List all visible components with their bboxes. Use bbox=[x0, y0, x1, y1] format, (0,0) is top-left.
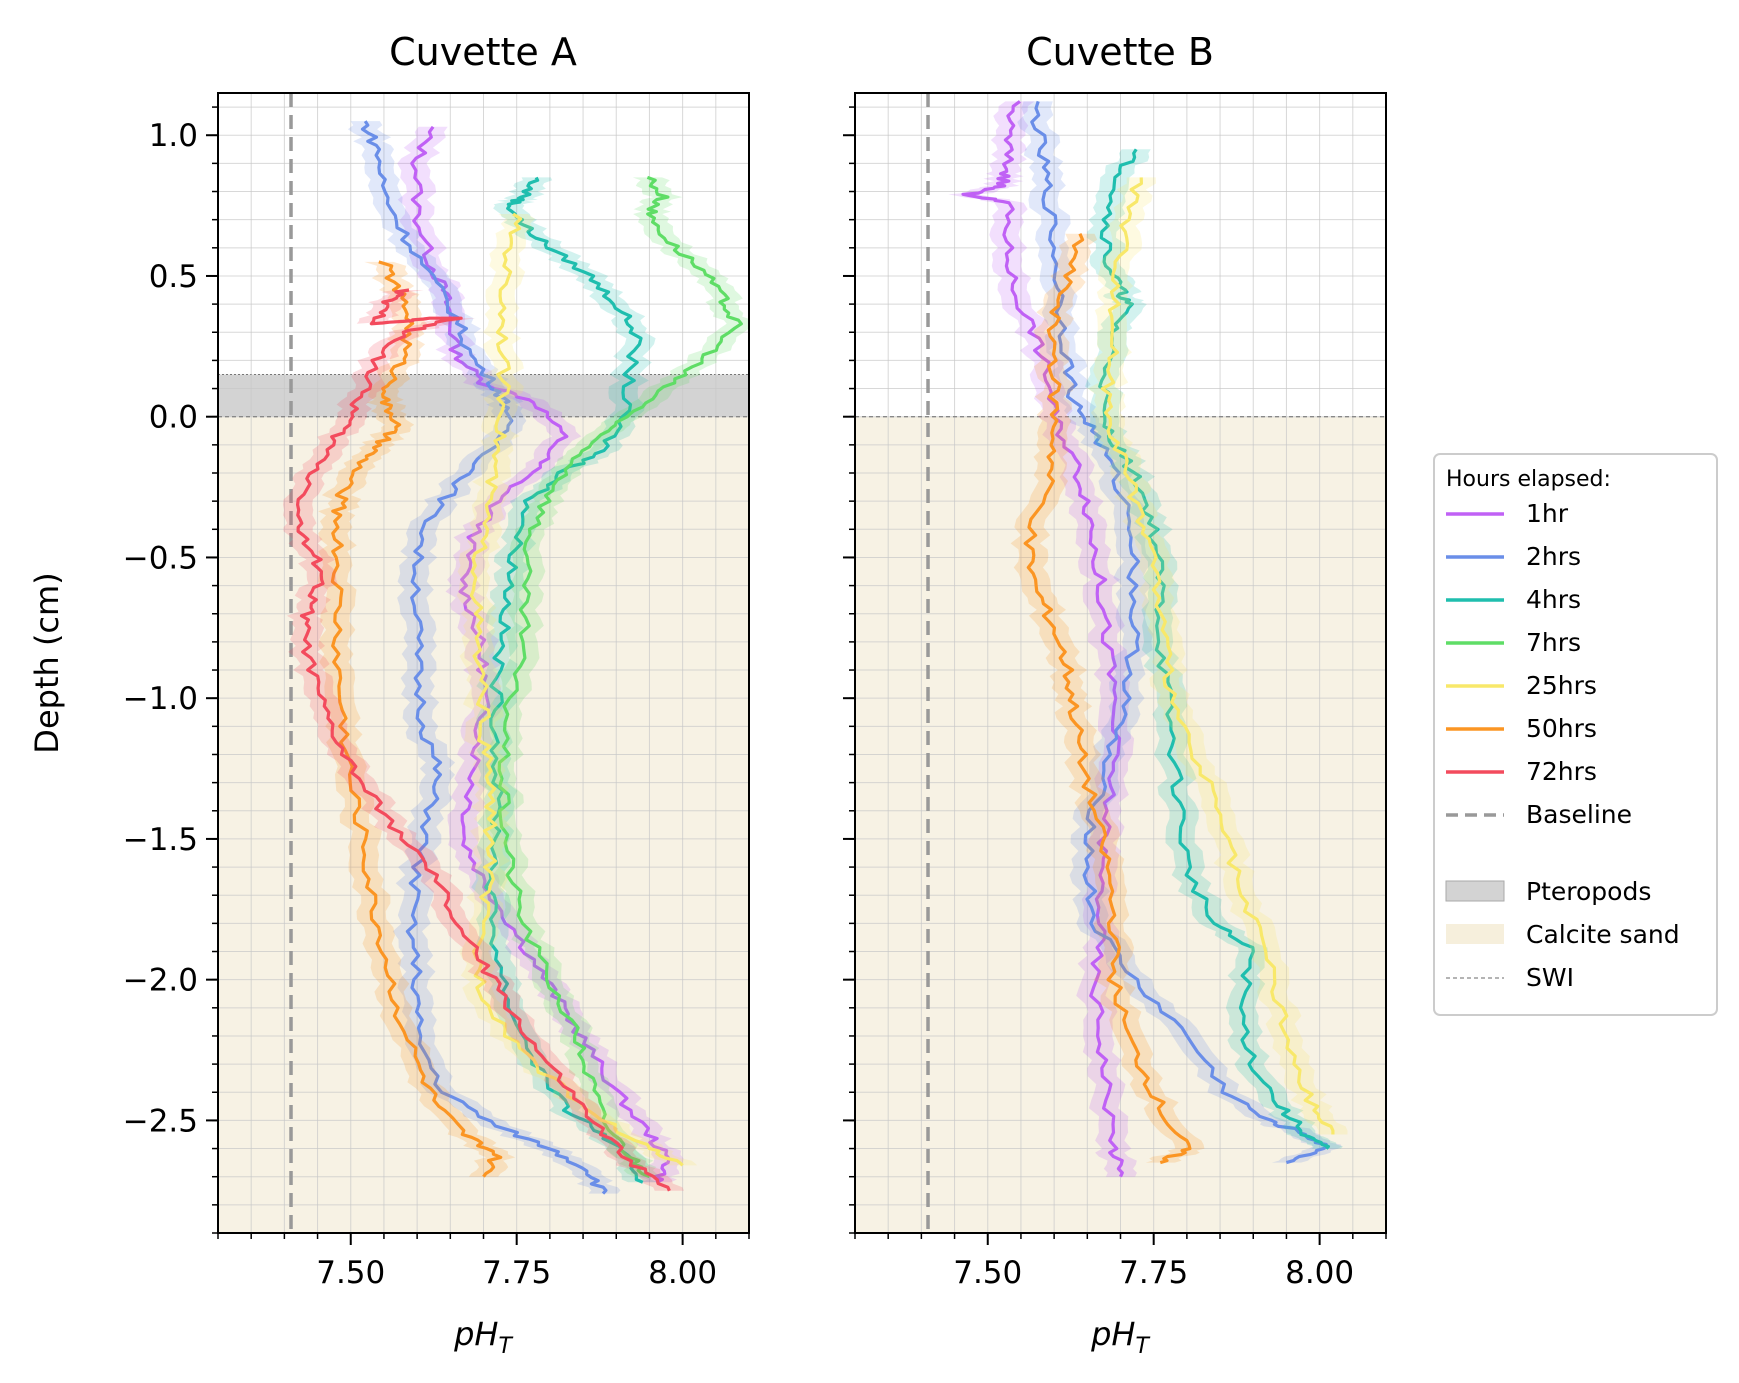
y-tick-label: 0.0 bbox=[149, 400, 198, 436]
legend-label-25hrs: 25hrs bbox=[1526, 671, 1597, 700]
panel-cuvette-b: 7.50 7.75 8.00 Cuvette B pHT bbox=[843, 30, 1387, 1359]
legend-handle-Calcite sand bbox=[1446, 924, 1504, 944]
series-line-7hrs bbox=[497, 175, 743, 1179]
legend-label-Calcite sand: Calcite sand bbox=[1526, 920, 1680, 949]
series-line-1hr bbox=[961, 100, 1124, 1178]
series-band-7hrs bbox=[484, 177, 749, 1177]
series-line-25hrs bbox=[1100, 177, 1335, 1135]
panel-b-series bbox=[855, 93, 1386, 1233]
legend-label-50hrs: 50hrs bbox=[1526, 714, 1597, 743]
y-tick-label: −1.5 bbox=[123, 822, 198, 858]
series-line-25hrs bbox=[469, 212, 684, 1167]
y-tick-label: −0.5 bbox=[123, 540, 198, 576]
series-line-2hrs bbox=[360, 120, 608, 1195]
series-line-72hrs bbox=[296, 288, 671, 1192]
series-band-50hrs bbox=[317, 261, 516, 1177]
legend-label-7hrs: 7hrs bbox=[1526, 628, 1581, 657]
x-tick-label: 7.75 bbox=[482, 1255, 551, 1291]
legend-label-72hrs: 72hrs bbox=[1526, 757, 1597, 786]
panel-a-xlabel-main: pH bbox=[453, 1315, 498, 1353]
legend-handle-Pteropods bbox=[1445, 880, 1505, 902]
legend-title: Hours elapsed: bbox=[1446, 467, 1611, 492]
x-tick-label: 7.50 bbox=[316, 1255, 385, 1291]
y-tick-label: 1.0 bbox=[149, 118, 198, 154]
panel-a-ylabel: Depth (cm) bbox=[28, 572, 66, 753]
series-line-50hrs bbox=[330, 260, 503, 1178]
legend-label-1hr: 1hr bbox=[1526, 499, 1569, 528]
x-tick-label: 7.50 bbox=[953, 1255, 1022, 1291]
legend-label-4hrs: 4hrs bbox=[1526, 585, 1581, 614]
panel-a-xlabel: pHT bbox=[453, 1315, 513, 1359]
panel-a-title: Cuvette A bbox=[389, 30, 577, 74]
y-tick-label: 0.5 bbox=[149, 259, 198, 295]
legend-items: 1hr 2hrs 4hrs 7hrs 25hrs 50hrs 72hrs Baseline Pt… bbox=[1445, 499, 1680, 992]
y-tick-label: −1.0 bbox=[123, 681, 198, 717]
panel-b-ticks: 7.50 7.75 8.00 bbox=[843, 106, 1387, 1291]
legend: Hours elapsed: 1hr 2hrs 4hrs 7hrs 25hrs 50hrs… bbox=[1433, 453, 1718, 1016]
series-line-50hrs bbox=[1023, 233, 1192, 1165]
panel-a-ticks: 7.50 7.75 8.00 1.0 0.5 0.0 −0.5 −1.0 −1.5 −2.0 −2.… bbox=[123, 106, 750, 1291]
panel-a-series bbox=[218, 93, 749, 1233]
series-line-2hrs bbox=[1030, 100, 1329, 1165]
panel-b-xlabel-main: pH bbox=[1090, 1315, 1135, 1353]
legend-label-Pteropods: Pteropods bbox=[1526, 877, 1651, 906]
panel-a-xlabel-sub: T bbox=[498, 1334, 513, 1359]
series-line-4hrs bbox=[1098, 148, 1330, 1150]
x-tick-label: 8.00 bbox=[648, 1255, 717, 1291]
panel-b-xlabel-sub: T bbox=[1135, 1334, 1150, 1359]
legend-label-2hrs: 2hrs bbox=[1526, 542, 1581, 571]
y-tick-label: −2.5 bbox=[123, 1103, 198, 1139]
legend-box bbox=[1433, 453, 1718, 1016]
legend-label-SWI: SWI bbox=[1526, 963, 1574, 992]
x-tick-label: 8.00 bbox=[1285, 1255, 1354, 1291]
series-band-50hrs bbox=[1010, 233, 1205, 1163]
series-band-2hrs bbox=[1017, 101, 1342, 1163]
panel-cuvette-a: 7.50 7.75 8.00 1.0 0.5 0.0 −0.5 −1.0 −1.5 −2.0 −2.… bbox=[28, 30, 750, 1359]
panel-b-title: Cuvette B bbox=[1026, 30, 1214, 74]
y-tick-label: −2.0 bbox=[123, 963, 198, 999]
x-tick-label: 7.75 bbox=[1119, 1255, 1188, 1291]
legend-label-Baseline: Baseline bbox=[1526, 800, 1632, 829]
panel-b-xlabel: pHT bbox=[1090, 1315, 1150, 1359]
series-band-1hr bbox=[948, 101, 1137, 1177]
